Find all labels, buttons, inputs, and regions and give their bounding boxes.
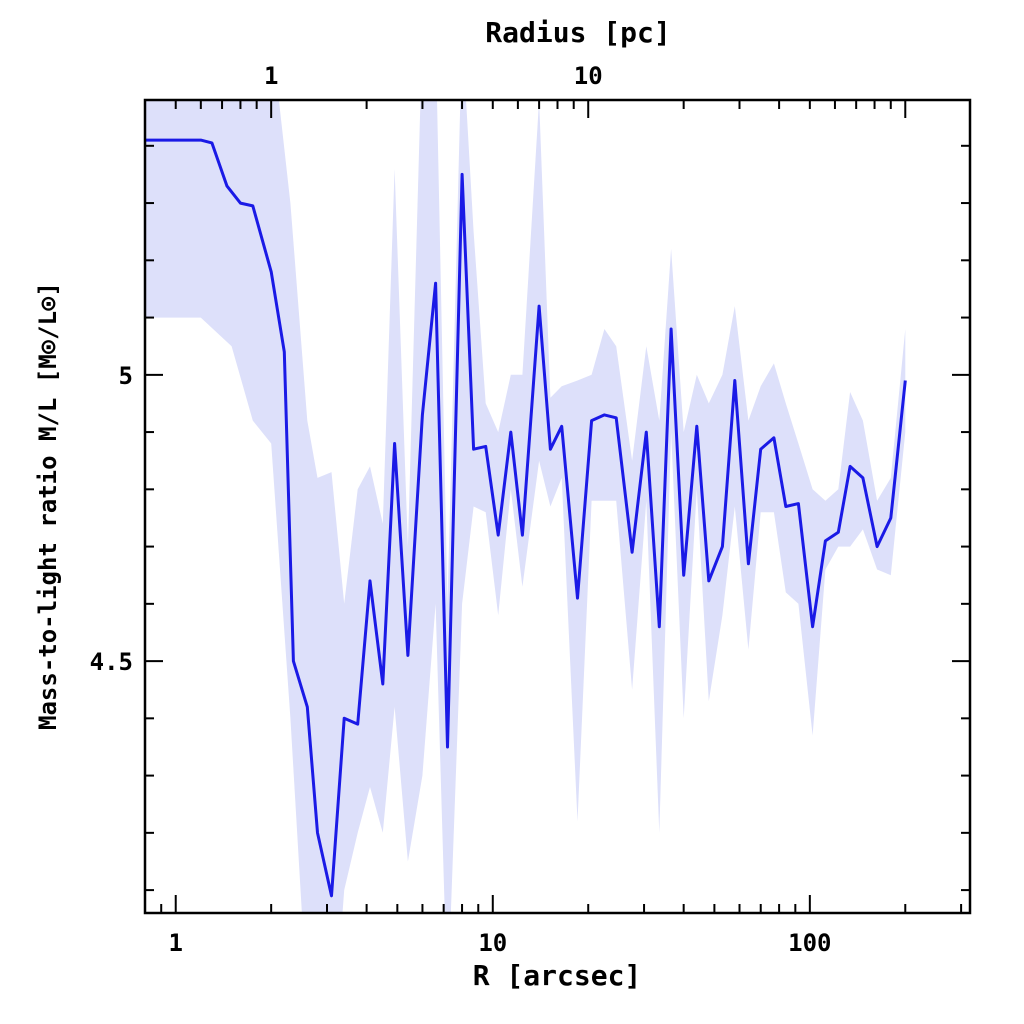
x-tick-label: 10 [478, 929, 507, 957]
y-axis-title: Mass-to-light ratio M/L [M⊙/L⊙] [34, 282, 62, 730]
y-tick-label: 4.5 [90, 648, 133, 676]
axis-ticks [144, 100, 970, 913]
x-axis-title: R [arcsec] [473, 959, 642, 992]
top-tick-label: 10 [574, 62, 603, 90]
ml-profile-line [145, 138, 907, 898]
x-tick-label: 100 [788, 929, 831, 957]
x-tick-label: 1 [168, 929, 182, 957]
top-axis-title: Radius [pc] [485, 16, 670, 49]
tick-labels: 1 10 100 4.5 5 1 10 [90, 62, 832, 957]
top-tick-label: 1 [264, 62, 278, 90]
plot-area [145, 100, 907, 913]
y-tick-label: 5 [119, 362, 133, 390]
